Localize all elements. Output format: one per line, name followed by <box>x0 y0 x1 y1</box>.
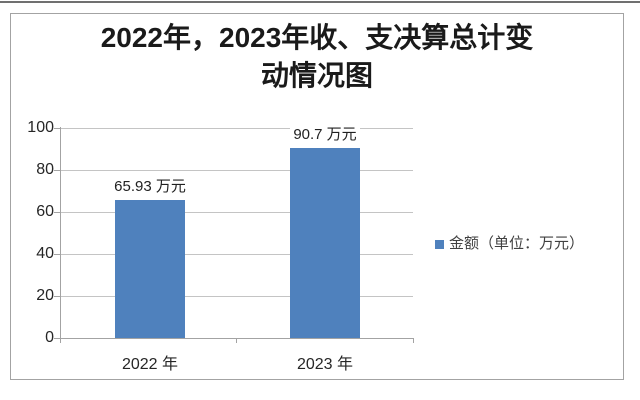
image-top-edge-line <box>0 1 640 3</box>
x-axis-label-2023: 2023 年 <box>296 356 354 373</box>
bar-column-2022: 65.93 万元 <box>105 177 195 338</box>
legend-marker-square-icon <box>435 239 444 249</box>
bar-2022 <box>115 199 185 338</box>
bar-value-label-2023: 90.7 万元 <box>290 125 360 144</box>
y-axis-line <box>60 127 61 338</box>
y-tick-mark <box>54 170 60 171</box>
y-tick-label-60: 60 <box>36 203 54 220</box>
gridline-20 <box>60 296 413 297</box>
gridline-100 <box>60 128 413 129</box>
y-tick-label-0: 0 <box>45 329 54 346</box>
chart-title: 2022年，2023年收、支决算总计变 动情况图 <box>10 19 624 95</box>
x-tick-mark <box>236 338 237 343</box>
chart-title-line-2: 动情况图 <box>260 60 373 91</box>
y-tick-label-20: 20 <box>36 287 54 304</box>
x-axis-line <box>54 338 413 339</box>
y-tick-mark <box>54 128 60 129</box>
legend: 金额（单位：万元） <box>435 235 584 253</box>
bar-2023 <box>290 147 360 338</box>
gridline-40 <box>60 254 413 255</box>
gridline-60 <box>60 212 413 213</box>
y-tick-label-80: 80 <box>36 161 54 178</box>
chart-title-line-1: 2022年，2023年收、支决算总计变 <box>100 22 534 53</box>
y-tick-mark <box>54 296 60 297</box>
y-tick-mark <box>54 212 60 213</box>
x-tick-mark <box>60 338 61 343</box>
y-tick-mark <box>54 254 60 255</box>
legend-label: 金额（单位：万元） <box>449 235 585 252</box>
bar-column-2023: 90.7 万元 <box>280 125 370 338</box>
bar-value-label-2022: 65.93 万元 <box>111 177 189 196</box>
x-axis-label-2022: 2022 年 <box>121 356 179 373</box>
gridline-80 <box>60 170 413 171</box>
y-tick-label-40: 40 <box>36 245 54 262</box>
y-tick-label-100: 100 <box>27 119 54 136</box>
x-tick-mark <box>413 338 414 343</box>
